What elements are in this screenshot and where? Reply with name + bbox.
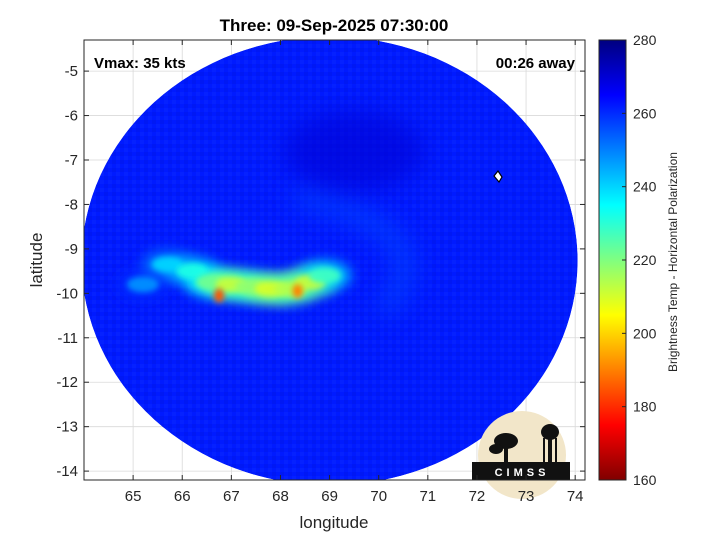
y-tick-label: -10	[56, 285, 78, 302]
colorbar-tick-label: 180	[633, 399, 657, 415]
y-axis-label: latitude	[27, 233, 46, 288]
y-tick-label: -5	[65, 63, 78, 80]
colorbar-label: Brightness Temp - Horizontal Polarizatio…	[666, 152, 680, 372]
x-tick-label: 65	[125, 488, 142, 505]
x-axis-ticks: 65 66 67 68 69 70 71 72 73 74	[125, 40, 584, 505]
x-tick-label: 73	[518, 488, 535, 505]
y-tick-label: -13	[56, 419, 78, 436]
x-tick-label: 69	[321, 488, 338, 505]
time-away-label: 00:26 away	[496, 55, 576, 72]
y-tick-label: -6	[65, 108, 78, 125]
y-tick-label: -9	[65, 241, 78, 258]
swath-features	[116, 111, 425, 317]
y-tick-label: -11	[57, 330, 78, 347]
y-tick-label: -7	[65, 152, 78, 169]
x-tick-label: 67	[223, 488, 240, 505]
y-tick-label: -12	[56, 374, 78, 391]
y-tick-label: -8	[65, 196, 78, 213]
y-axis-ticks: -5 -6 -7 -8 -9 -10 -11 -12 -13 -14	[56, 63, 585, 480]
axes-frame	[83, 39, 586, 481]
x-tick-label: 72	[469, 488, 486, 505]
plot-axes: CIMSS Vmax: 35 kts 00:26 away 65 66 67 68 69…	[56, 39, 586, 505]
colorbar: 160 180 200 220 240 260 280 Brightness Temp - …	[598, 32, 680, 488]
chart-title: Three: 09-Sep-2025 07:30:00	[220, 16, 449, 35]
logo-band	[472, 462, 570, 480]
rainband-cell	[176, 263, 209, 280]
colorbar-tick-label: 160	[633, 472, 657, 488]
swath-image	[84, 40, 578, 480]
x-tick-label: 74	[567, 488, 584, 505]
eyewall-arc	[293, 186, 414, 317]
colorbar-ticks: 160 180 200 220 240 260 280	[622, 32, 657, 488]
small-contour	[493, 169, 503, 184]
logo-disc	[478, 411, 566, 499]
x-tick-label: 70	[370, 488, 387, 505]
colorbar-tick-label: 220	[633, 252, 657, 268]
x-tick-label: 71	[419, 488, 436, 505]
warm-patch	[284, 111, 425, 192]
colorbar-tick-label: 260	[633, 105, 657, 121]
rainband-cell	[308, 267, 341, 284]
cimss-logo: CIMSS	[472, 411, 570, 499]
x-tick-label: 68	[272, 488, 289, 505]
rainband-cell	[126, 276, 159, 293]
core-min-1	[214, 288, 225, 303]
core-min-2	[292, 284, 303, 299]
satellite-dish-icon	[489, 433, 518, 462]
colorbar-tick-label: 240	[633, 179, 657, 195]
rainband-cell	[151, 256, 184, 273]
colorbar-tick-label: 280	[633, 32, 657, 48]
x-axis-label: longitude	[299, 513, 368, 532]
colorbar-gradient	[598, 39, 627, 481]
logo-text: CIMSS	[495, 467, 550, 479]
y-tick-label: -14	[56, 463, 78, 480]
x-tick-label: 66	[174, 488, 191, 505]
colorbar-tick-label: 200	[633, 325, 657, 341]
rainband	[116, 249, 351, 304]
water-tower-icon	[541, 424, 559, 462]
vmax-label: Vmax: 35 kts	[94, 55, 186, 72]
